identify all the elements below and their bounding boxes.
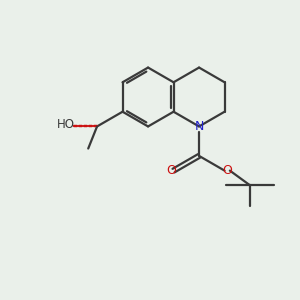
Text: N: N	[194, 120, 204, 133]
Text: O: O	[222, 164, 232, 177]
Text: HO: HO	[57, 118, 75, 130]
Text: O: O	[166, 164, 176, 177]
